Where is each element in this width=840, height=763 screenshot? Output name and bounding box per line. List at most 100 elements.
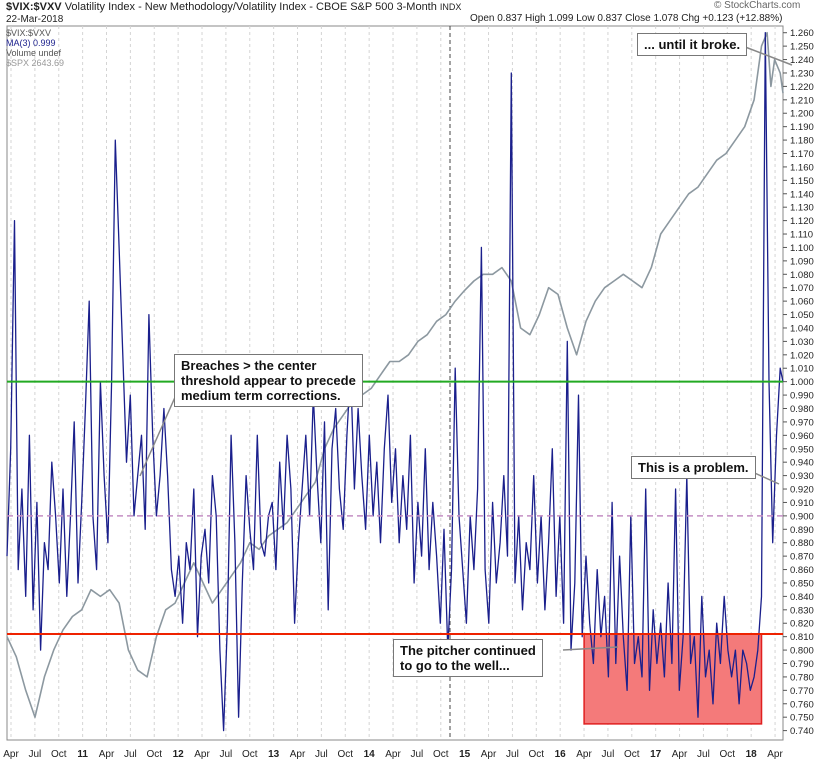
reference-lines (7, 380, 783, 635)
pitcher-annotation: The pitcher continued to go to the well.… (393, 639, 543, 677)
x-tick-label: Jul (219, 749, 232, 760)
x-tick-label: Oct (337, 749, 353, 760)
pitcher-line-2: to go to the well... (400, 658, 510, 673)
breaches-line-3: medium term corrections. (181, 388, 341, 403)
y-axis-tick-labels: 0.740 0.750 0.760 0.770 0.780 0.790 0.800 0.810… (783, 28, 814, 737)
problem-annotation: This is a problem. (631, 456, 756, 479)
breaches-pointer (139, 394, 177, 477)
y-tick-label: 1.160 (790, 162, 814, 173)
y-tick-label: 0.950 (790, 444, 814, 455)
x-tick-label: Apr (767, 749, 783, 760)
y-tick-label: 0.770 (790, 686, 814, 697)
header-exchange: INDX (439, 2, 462, 12)
breaches-annotation: Breaches > the center threshold appear t… (174, 354, 363, 407)
x-tick-label: Jul (697, 749, 710, 760)
y-tick-label: 1.030 (790, 337, 814, 348)
x-tick-label: 16 (555, 749, 567, 760)
y-tick-label: 0.780 (790, 672, 814, 683)
y-tick-label: 0.890 (790, 525, 814, 536)
breaches-line-2: threshold appear to precede (181, 373, 356, 388)
y-tick-label: 1.090 (790, 256, 814, 267)
x-tick-label: Apr (385, 749, 401, 760)
x-tick-label: 17 (650, 749, 662, 760)
broke-pointer (739, 44, 793, 66)
x-tick-label: 15 (459, 749, 471, 760)
chart-legend: $VIX:$VXV MA(3) 0.999 Volume undef $SPX … (6, 28, 64, 68)
spx-line (6, 31, 784, 718)
x-tick-label: Oct (433, 749, 449, 760)
x-tick-label: Apr (576, 749, 592, 760)
x-tick-label: 12 (173, 749, 185, 760)
y-tick-label: 1.240 (790, 55, 814, 66)
y-tick-label: 0.810 (790, 632, 814, 643)
y-tick-label: 0.870 (790, 552, 814, 563)
y-tick-label: 1.150 (790, 176, 814, 187)
x-tick-label: Oct (146, 749, 162, 760)
y-tick-label: 0.820 (790, 619, 814, 630)
x-tick-label: Jul (315, 749, 328, 760)
y-tick-label: 1.010 (790, 364, 814, 375)
x-tick-label: Jul (411, 749, 424, 760)
x-tick-label: Jul (124, 749, 137, 760)
y-tick-label: 0.940 (790, 458, 814, 469)
ratio-series (6, 32, 784, 732)
x-tick-label: Jul (28, 749, 41, 760)
x-tick-label: Apr (3, 749, 19, 760)
ratio-line (6, 32, 784, 732)
y-tick-label: 0.960 (790, 431, 814, 442)
pitcher-line-1: The pitcher continued (400, 643, 536, 658)
x-tick-label: Apr (481, 749, 497, 760)
x-tick-label: Apr (290, 749, 306, 760)
y-tick-label: 1.080 (790, 270, 814, 281)
x-tick-label: 13 (268, 749, 280, 760)
header-symbol: $VIX:$VXV (6, 1, 62, 13)
y-tick-label: 0.980 (790, 404, 814, 415)
x-tick-label: Jul (602, 749, 615, 760)
x-tick-label: Jul (506, 749, 519, 760)
y-tick-label: 0.800 (790, 646, 814, 657)
x-tick-label: Apr (99, 749, 115, 760)
y-tick-label: 0.930 (790, 471, 814, 482)
y-tick-label: 1.130 (790, 203, 814, 214)
chart-header: $VIX:$VXV Volatility Index - New Methodo… (6, 1, 461, 13)
y-tick-label: 0.860 (790, 565, 814, 576)
y-tick-label: 0.760 (790, 699, 814, 710)
legend-main: $VIX:$VXV (6, 28, 52, 38)
y-tick-label: 1.250 (790, 42, 814, 53)
x-tick-label: Oct (51, 749, 67, 760)
y-tick-label: 1.260 (790, 28, 814, 39)
x-tick-label: Oct (529, 749, 545, 760)
x-tick-label: Oct (242, 749, 258, 760)
y-tick-label: 1.050 (790, 310, 814, 321)
y-tick-label: 1.070 (790, 283, 814, 294)
header-description: Volatility Index - New Methodology/Volat… (64, 1, 437, 13)
y-tick-label: 0.850 (790, 578, 814, 589)
y-tick-label: 1.100 (790, 243, 814, 254)
x-tick-label: 14 (364, 749, 376, 760)
y-tick-label: 0.920 (790, 485, 814, 496)
legend-ma: MA(3) 0.999 (6, 38, 56, 48)
y-tick-label: 1.110 (790, 230, 813, 241)
x-tick-label: Oct (624, 749, 640, 760)
y-tick-label: 1.190 (790, 122, 814, 133)
y-tick-label: 1.060 (790, 297, 814, 308)
y-tick-label: 0.880 (790, 538, 814, 549)
y-tick-label: 1.200 (790, 109, 814, 120)
legend-volume: Volume undef (6, 48, 62, 58)
y-tick-label: 1.040 (790, 323, 814, 334)
x-tick-label: Oct (720, 749, 736, 760)
y-tick-label: 0.970 (790, 417, 814, 428)
y-tick-label: 1.000 (790, 377, 814, 388)
y-tick-label: 1.170 (790, 149, 814, 160)
y-tick-label: 1.020 (790, 350, 814, 361)
x-tick-label: 18 (746, 749, 758, 760)
y-tick-label: 0.910 (790, 498, 814, 509)
x-axis-tick-labels: Apr Jul Oct 11 Apr Jul Oct 12 Apr Jul Oct 13 Apr Jul O… (3, 749, 783, 760)
y-tick-label: 1.180 (790, 136, 814, 147)
spx-overlay (6, 31, 784, 718)
y-tick-label: 1.140 (790, 189, 814, 200)
pitcher-pointer (562, 646, 619, 651)
y-tick-label: 1.230 (790, 68, 814, 79)
y-tick-label: 0.840 (790, 592, 814, 603)
y-tick-label: 1.120 (790, 216, 814, 227)
